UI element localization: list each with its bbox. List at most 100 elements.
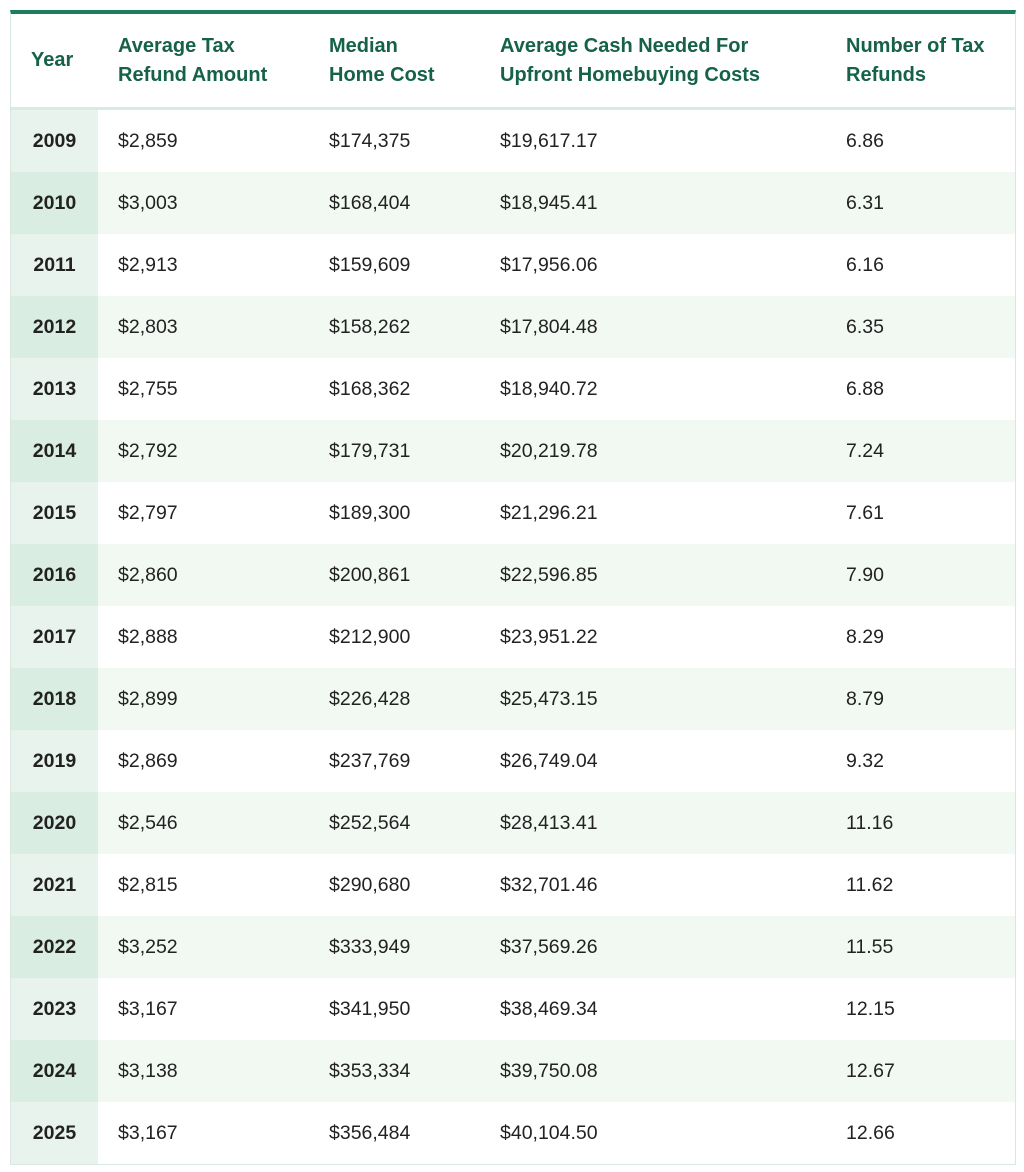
table-row: 2015 $2,797 $189,300 $21,296.21 7.61 <box>11 482 1015 544</box>
table-row: 2020 $2,546 $252,564 $28,413.41 11.16 <box>11 792 1015 854</box>
table-row: 2019 $2,869 $237,769 $26,749.04 9.32 <box>11 730 1015 792</box>
cell-average-cash-needed: $28,413.41 <box>480 792 826 854</box>
header-cash-line1: Average Cash Needed For <box>500 34 749 57</box>
cell-year: 2017 <box>11 606 98 668</box>
cell-number-of-tax-refunds: 7.90 <box>826 544 1015 606</box>
cell-average-tax-refund: $2,913 <box>98 234 309 296</box>
cell-average-cash-needed: $25,473.15 <box>480 668 826 730</box>
cell-number-of-tax-refunds: 6.16 <box>826 234 1015 296</box>
cell-average-cash-needed: $38,469.34 <box>480 978 826 1040</box>
cell-number-of-tax-refunds: 8.29 <box>826 606 1015 668</box>
cell-median-home-cost: $212,900 <box>309 606 480 668</box>
cell-year: 2011 <box>11 234 98 296</box>
cell-number-of-tax-refunds: 6.86 <box>826 108 1015 172</box>
header-median-home-cost: Median Home Cost <box>309 14 480 110</box>
header-year-label: Year <box>31 49 74 71</box>
cell-average-tax-refund: $2,792 <box>98 420 309 482</box>
table-row: 2009 $2,859 $174,375 $19,617.17 6.86 <box>11 108 1015 172</box>
cell-average-tax-refund: $3,252 <box>98 916 309 978</box>
header-home-line2: Home Cost <box>329 63 435 86</box>
cell-median-home-cost: $159,609 <box>309 234 480 296</box>
header-number-of-tax-refunds: Number of Tax Refunds <box>826 14 1015 110</box>
table-row: 2017 $2,888 $212,900 $23,951.22 8.29 <box>11 606 1015 668</box>
cell-average-tax-refund: $2,869 <box>98 730 309 792</box>
cell-median-home-cost: $237,769 <box>309 730 480 792</box>
cell-median-home-cost: $226,428 <box>309 668 480 730</box>
table-row: 2010 $3,003 $168,404 $18,945.41 6.31 <box>11 172 1015 234</box>
cell-year: 2016 <box>11 544 98 606</box>
cell-number-of-tax-refunds: 11.62 <box>826 854 1015 916</box>
cell-average-tax-refund: $2,797 <box>98 482 309 544</box>
cell-number-of-tax-refunds: 9.32 <box>826 730 1015 792</box>
cell-average-cash-needed: $20,219.78 <box>480 420 826 482</box>
cell-average-cash-needed: $18,940.72 <box>480 358 826 420</box>
cell-average-tax-refund: $3,138 <box>98 1040 309 1102</box>
cell-number-of-tax-refunds: 12.66 <box>826 1102 1015 1164</box>
cell-year: 2013 <box>11 358 98 420</box>
cell-year: 2025 <box>11 1102 98 1164</box>
cell-number-of-tax-refunds: 12.67 <box>826 1040 1015 1102</box>
table-row: 2011 $2,913 $159,609 $17,956.06 6.16 <box>11 234 1015 296</box>
cell-average-tax-refund: $2,815 <box>98 854 309 916</box>
cell-number-of-tax-refunds: 6.31 <box>826 172 1015 234</box>
cell-year: 2009 <box>11 108 98 172</box>
cell-year: 2022 <box>11 916 98 978</box>
cell-average-cash-needed: $19,617.17 <box>480 108 826 172</box>
cell-number-of-tax-refunds: 7.61 <box>826 482 1015 544</box>
cell-average-cash-needed: $39,750.08 <box>480 1040 826 1102</box>
cell-median-home-cost: $168,404 <box>309 172 480 234</box>
table-row: 2024 $3,138 $353,334 $39,750.08 12.67 <box>11 1040 1015 1102</box>
cell-average-cash-needed: $21,296.21 <box>480 482 826 544</box>
cell-average-tax-refund: $2,888 <box>98 606 309 668</box>
cell-median-home-cost: $158,262 <box>309 296 480 358</box>
cell-number-of-tax-refunds: 6.35 <box>826 296 1015 358</box>
cell-median-home-cost: $290,680 <box>309 854 480 916</box>
cell-median-home-cost: $189,300 <box>309 482 480 544</box>
header-cash-line2: Upfront Homebuying Costs <box>500 63 760 86</box>
cell-year: 2024 <box>11 1040 98 1102</box>
cell-average-cash-needed: $37,569.26 <box>480 916 826 978</box>
header-average-cash-needed: Average Cash Needed For Upfront Homebuyin… <box>480 14 826 110</box>
cell-number-of-tax-refunds: 6.88 <box>826 358 1015 420</box>
cell-median-home-cost: $333,949 <box>309 916 480 978</box>
table-body: 2009 $2,859 $174,375 $19,617.17 6.86 2010 $3,0… <box>11 108 1015 1164</box>
cell-year: 2018 <box>11 668 98 730</box>
cell-average-cash-needed: $18,945.41 <box>480 172 826 234</box>
table-row: 2023 $3,167 $341,950 $38,469.34 12.15 <box>11 978 1015 1040</box>
cell-median-home-cost: $353,334 <box>309 1040 480 1102</box>
table-row: 2018 $2,899 $226,428 $25,473.15 8.79 <box>11 668 1015 730</box>
cell-average-tax-refund: $2,859 <box>98 108 309 172</box>
table-header: Year Average Tax Refund Amount Median Home… <box>11 14 1015 110</box>
table-row: 2016 $2,860 $200,861 $22,596.85 7.90 <box>11 544 1015 606</box>
cell-average-tax-refund: $2,860 <box>98 544 309 606</box>
table-row: 2013 $2,755 $168,362 $18,940.72 6.88 <box>11 358 1015 420</box>
table-row: 2021 $2,815 $290,680 $32,701.46 11.62 <box>11 854 1015 916</box>
cell-average-tax-refund: $2,803 <box>98 296 309 358</box>
table-row: 2022 $3,252 $333,949 $37,569.26 11.55 <box>11 916 1015 978</box>
cell-year: 2015 <box>11 482 98 544</box>
tax-refund-table: Year Average Tax Refund Amount Median Home… <box>11 14 1015 1164</box>
cell-average-tax-refund: $2,546 <box>98 792 309 854</box>
cell-number-of-tax-refunds: 8.79 <box>826 668 1015 730</box>
cell-average-cash-needed: $17,804.48 <box>480 296 826 358</box>
header-home-line1: Median <box>329 34 398 57</box>
header-refund-line1: Average Tax <box>118 34 235 57</box>
cell-number-of-tax-refunds: 12.15 <box>826 978 1015 1040</box>
cell-year: 2020 <box>11 792 98 854</box>
cell-average-cash-needed: $40,104.50 <box>480 1102 826 1164</box>
cell-average-tax-refund: $3,167 <box>98 1102 309 1164</box>
cell-average-cash-needed: $32,701.46 <box>480 854 826 916</box>
cell-year: 2023 <box>11 978 98 1040</box>
cell-year: 2019 <box>11 730 98 792</box>
header-num-line2: Refunds <box>846 63 926 86</box>
cell-average-cash-needed: $17,956.06 <box>480 234 826 296</box>
cell-average-tax-refund: $3,003 <box>98 172 309 234</box>
cell-median-home-cost: $356,484 <box>309 1102 480 1164</box>
table-row: 2012 $2,803 $158,262 $17,804.48 6.35 <box>11 296 1015 358</box>
cell-average-tax-refund: $2,899 <box>98 668 309 730</box>
cell-median-home-cost: $252,564 <box>309 792 480 854</box>
cell-year: 2021 <box>11 854 98 916</box>
cell-median-home-cost: $200,861 <box>309 544 480 606</box>
header-row: Year Average Tax Refund Amount Median Home… <box>11 14 1015 110</box>
header-year: Year <box>11 14 98 110</box>
